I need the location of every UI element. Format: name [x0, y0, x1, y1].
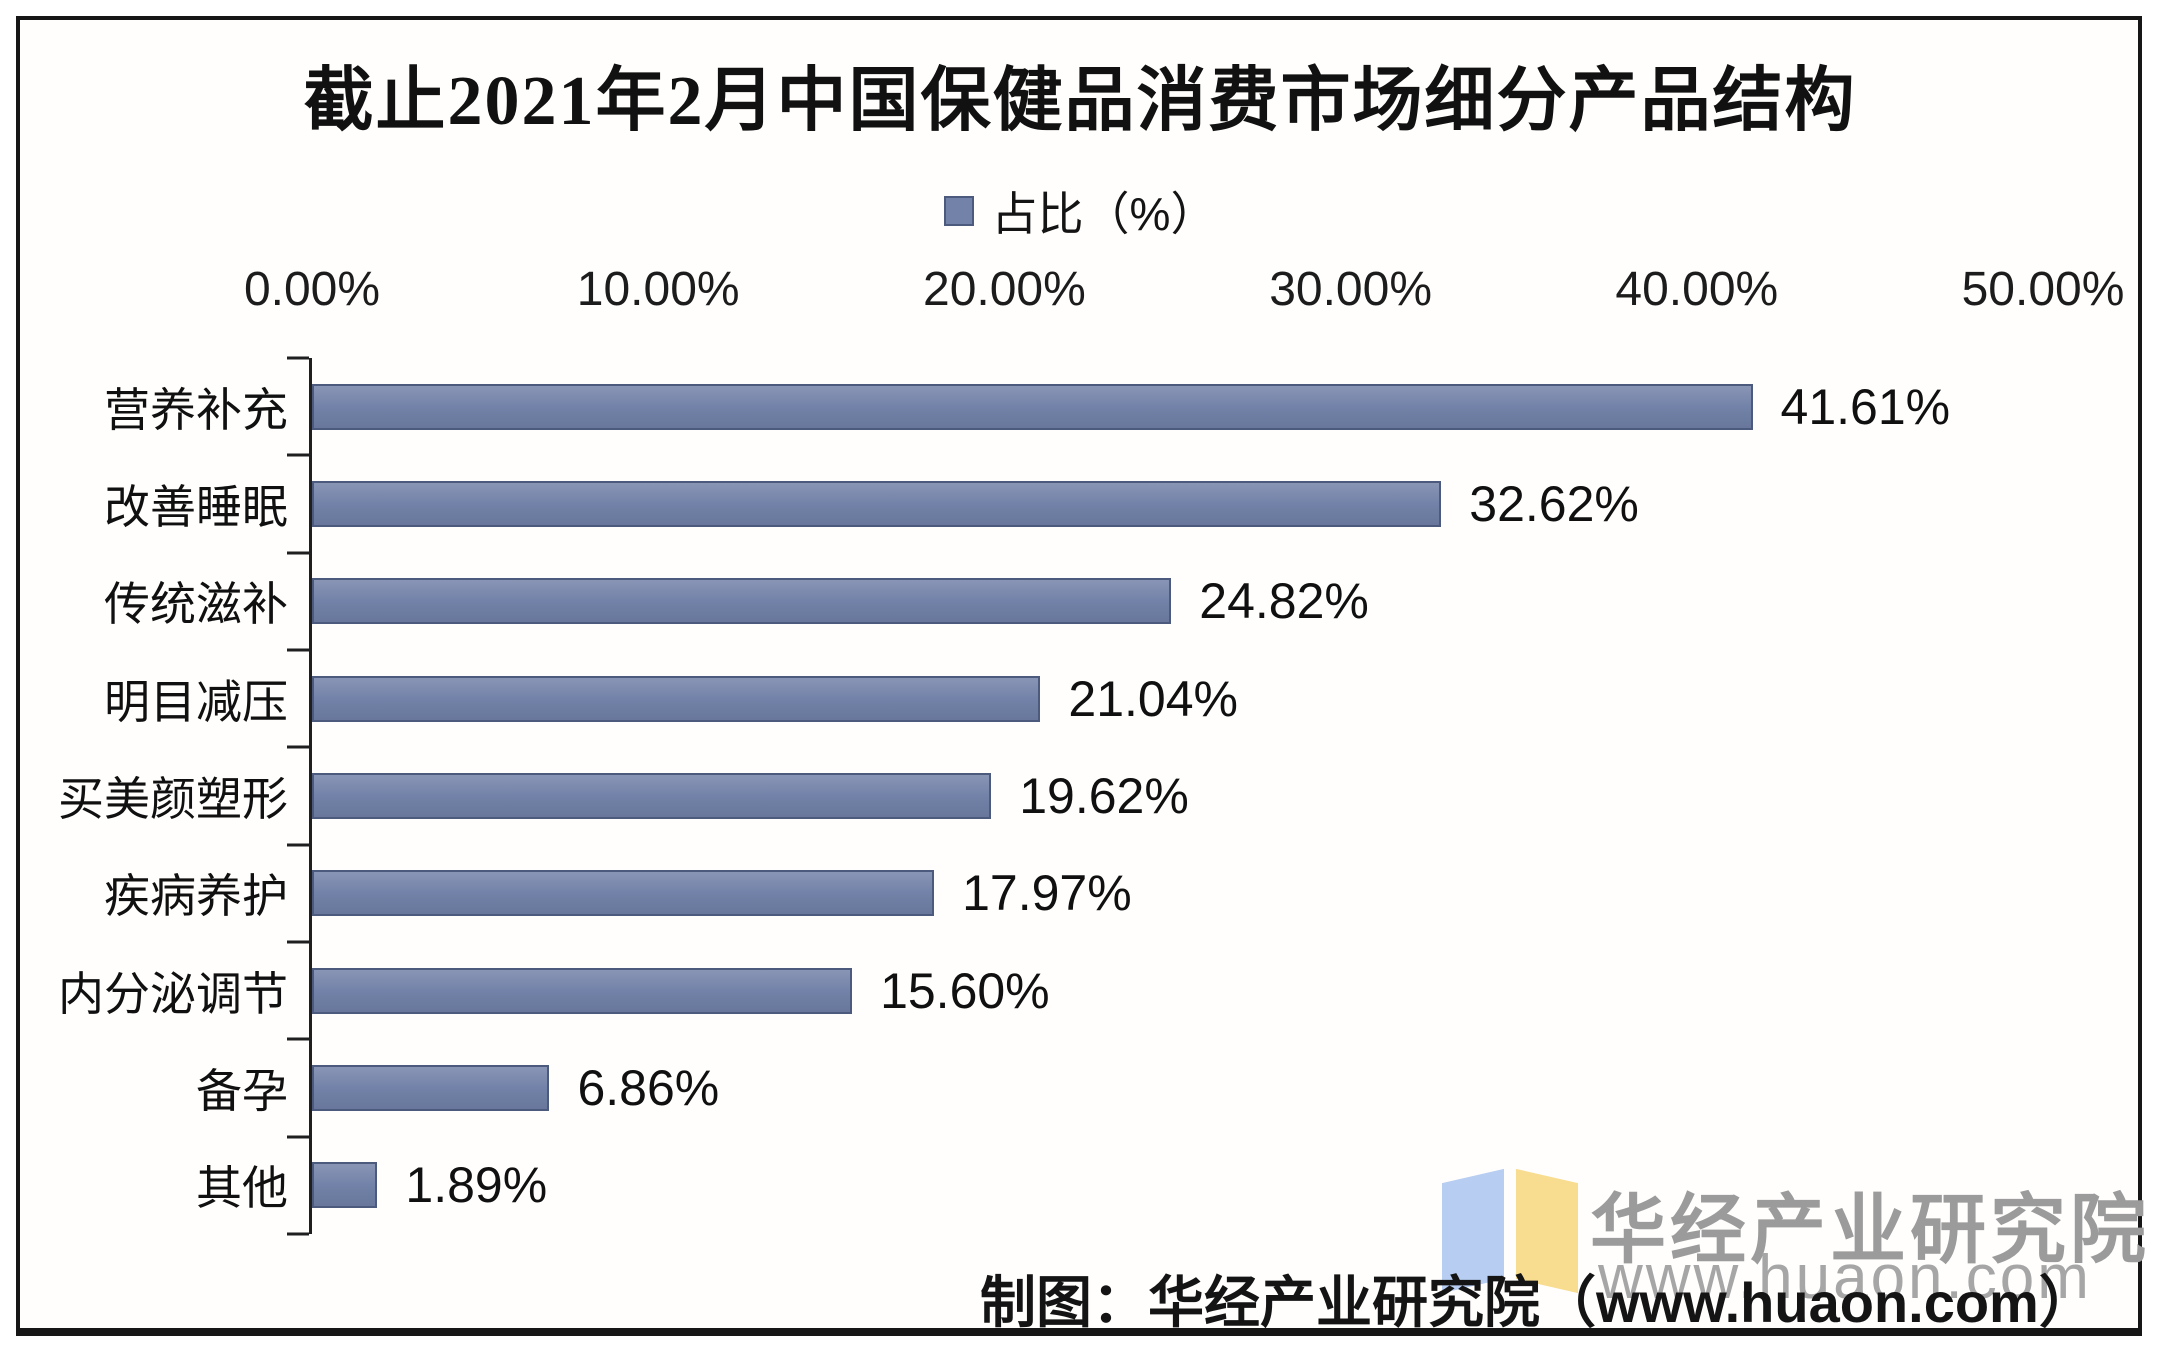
category-label: 疾病养护: [104, 870, 288, 923]
bar-value-label: 6.86%: [577, 1059, 720, 1116]
bar-value-label: 15.60%: [880, 962, 1050, 1019]
y-axis-tickmark: [287, 745, 309, 749]
bar-row: 41.61%: [312, 358, 2043, 455]
category-label: 明目减压: [104, 675, 288, 728]
chart-title: 截止2021年2月中国保健品消费市场细分产品结构: [303, 63, 1857, 140]
category-label: 备孕: [196, 1064, 288, 1117]
bar-row: 32.62%: [312, 455, 2043, 552]
y-axis-tickmark: [287, 356, 309, 360]
bar: [312, 480, 1442, 527]
source-credit: 制图：华经产业研究院（www.huaon.com）: [980, 1271, 2095, 1334]
x-axis-tick-label: 30.00%: [1269, 263, 1432, 316]
y-axis-tickmark: [287, 1232, 309, 1236]
category-label: 其他: [196, 1162, 288, 1215]
y-axis-tickmark: [287, 843, 309, 847]
category-label: 营养补充: [104, 383, 288, 436]
legend: 占比（%）: [0, 178, 2160, 244]
x-axis-tick-label: 20.00%: [922, 263, 1086, 316]
bar: [312, 578, 1172, 625]
watermark-website: www.huaon.com: [1598, 1243, 2092, 1312]
x-axis-tick-label: 40.00%: [1615, 263, 1779, 316]
y-axis-tickmark: [287, 551, 309, 555]
x-axis-tick-label: 0.00%: [243, 263, 381, 316]
y-axis-tickmark: [287, 648, 309, 652]
category-label: 传统滋补: [104, 578, 288, 631]
x-axis-tick-labels: 0.00% 10.00% 20.00% 30.00% 40.00% 50.00%: [244, 262, 2124, 322]
bar: [312, 870, 935, 917]
bar-value-label: 41.61%: [1780, 378, 1951, 435]
y-axis-tickmark: [287, 1037, 309, 1041]
bar: [312, 1064, 550, 1111]
bar-row: 1.89%: [312, 1137, 2043, 1234]
bar: [312, 967, 853, 1014]
bar-row: 6.86%: [312, 1039, 2043, 1136]
plot-area: 41.61% 32.62% 24.82% 21.04% 19.62% 17.97% 15.6…: [287, 356, 2043, 1236]
bar-row: 19.62%: [312, 747, 2043, 844]
bar: [312, 675, 1041, 722]
y-axis-tickmark: [287, 940, 309, 944]
category-label: 内分泌调节: [58, 967, 288, 1020]
bar-value-label: 32.62%: [1469, 475, 1639, 532]
x-axis-tick-label: 50.00%: [1961, 263, 2125, 316]
category-label: 买美颜塑形: [58, 772, 288, 825]
bar-value-label: 17.97%: [962, 865, 1132, 922]
y-axis-tickmark: [287, 453, 309, 457]
x-axis-tick-label: 10.00%: [576, 263, 740, 316]
category-label: 改善睡眠: [104, 480, 288, 533]
y-axis-category-labels: 营养补充改善睡眠传统滋补明目减压买美颜塑形疾病养护内分泌调节备孕其他: [30, 358, 288, 1234]
legend-label: 占比（%）: [991, 188, 1217, 240]
bar: [312, 383, 1753, 430]
y-axis-line: [309, 358, 312, 1234]
bar-value-label: 19.62%: [1019, 767, 1189, 824]
bar-row: 15.60%: [312, 942, 2043, 1039]
bar-value-label: 21.04%: [1068, 670, 1238, 727]
bar: [312, 1162, 378, 1209]
bar-value-label: 1.89%: [405, 1157, 548, 1214]
y-axis-tickmark: [287, 1135, 309, 1139]
bar: [312, 772, 992, 819]
legend-swatch: [943, 196, 974, 226]
bar-value-label: 24.82%: [1199, 573, 1369, 630]
bar-row: 24.82%: [312, 553, 2043, 650]
bar-row: 17.97%: [312, 845, 2043, 942]
bar-row: 21.04%: [312, 650, 2043, 747]
watermark-company-name: 华经产业研究院: [1590, 1188, 2150, 1273]
